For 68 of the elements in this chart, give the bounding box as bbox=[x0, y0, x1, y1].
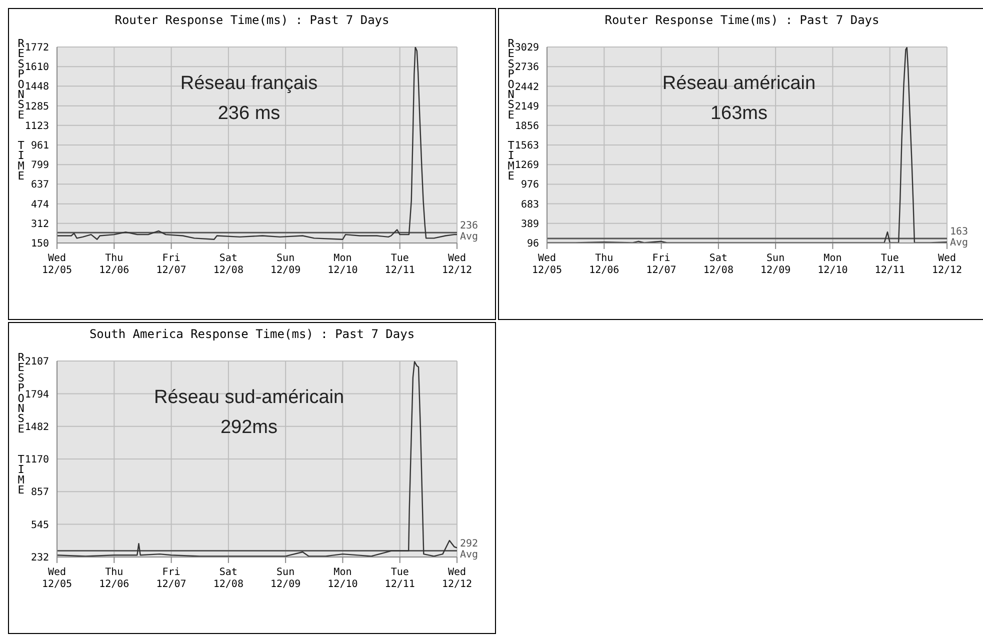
x-tick-label: Tue 12/11 bbox=[874, 253, 905, 276]
x-tick-label: Tue 12/11 bbox=[384, 253, 415, 276]
chart-title: Router Response Time(ms) : Past 7 Days bbox=[114, 13, 390, 27]
y-tick-label: 961 bbox=[30, 140, 49, 152]
ref-line-label: 236 Avg bbox=[460, 220, 478, 243]
ref-line-label: 163 Avg bbox=[950, 226, 968, 249]
y-tick-label: 1856 bbox=[514, 120, 539, 132]
chart-title: South America Response Time(ms) : Past 7 Days bbox=[88, 327, 416, 341]
annotation: 236 ms bbox=[216, 102, 282, 126]
x-tick-label: Thu 12/06 bbox=[99, 253, 130, 276]
x-tick-label: Sat 12/08 bbox=[213, 253, 244, 276]
x-tick-label: Sun 12/09 bbox=[760, 253, 791, 276]
y-tick-label: 637 bbox=[30, 180, 49, 191]
y-tick-label: 1610 bbox=[24, 62, 49, 74]
x-tick-label: Wed 12/12 bbox=[442, 253, 472, 276]
y-tick-label: 389 bbox=[520, 218, 539, 230]
x-tick-label: Wed 12/12 bbox=[442, 567, 472, 590]
x-tick-label: Tue 12/11 bbox=[384, 567, 415, 590]
y-tick-label: 474 bbox=[30, 199, 49, 210]
ref-line-label: 292 Avg bbox=[460, 538, 478, 561]
y-tick-label: 150 bbox=[30, 238, 49, 250]
y-tick-label: 799 bbox=[30, 160, 49, 172]
y-tick-label: 1794 bbox=[24, 389, 49, 400]
y-tick-label: 1448 bbox=[24, 82, 49, 93]
y-tick-label: 1123 bbox=[24, 120, 49, 132]
x-tick-label: Fri 12/07 bbox=[156, 567, 186, 590]
x-tick-label: Wed 12/05 bbox=[42, 253, 72, 276]
annotation: 292ms bbox=[219, 416, 279, 440]
annotation: Réseau américain bbox=[661, 72, 817, 96]
x-tick-label: Mon 12/10 bbox=[328, 253, 358, 276]
annotation: Réseau français bbox=[179, 72, 319, 96]
y-tick-label: 683 bbox=[520, 199, 539, 210]
y-tick-label: 1772 bbox=[24, 42, 49, 54]
x-tick-label: Fri 12/07 bbox=[156, 253, 186, 276]
x-tick-label: Thu 12/06 bbox=[589, 253, 620, 276]
y-tick-label: 857 bbox=[30, 487, 49, 498]
x-tick-label: Mon 12/10 bbox=[328, 567, 358, 590]
y-tick-label: 2736 bbox=[514, 62, 539, 74]
y-tick-label: 1170 bbox=[24, 454, 49, 466]
y-tick-label: 545 bbox=[30, 520, 49, 531]
x-tick-label: Fri 12/07 bbox=[646, 253, 676, 276]
text: RESPONSE TIME bbox=[18, 37, 24, 183]
y-tick-label: 1285 bbox=[24, 101, 49, 112]
y-tick-label: 2149 bbox=[514, 101, 539, 112]
x-tick-label: Wed 12/05 bbox=[532, 253, 562, 276]
x-tick-label: Wed 12/12 bbox=[932, 253, 962, 276]
x-tick-label: Thu 12/06 bbox=[99, 567, 130, 590]
x-tick-label: Mon 12/10 bbox=[818, 253, 848, 276]
y-tick-label: 312 bbox=[30, 218, 49, 230]
chart-title: Router Response Time(ms) : Past 7 Days bbox=[604, 13, 880, 27]
y-tick-label: 96 bbox=[526, 238, 539, 250]
text: RESPONSE TIME bbox=[508, 37, 514, 183]
x-tick-label: Sat 12/08 bbox=[213, 567, 244, 590]
x-tick-label: Sun 12/09 bbox=[270, 567, 301, 590]
y-tick-label: 2107 bbox=[24, 356, 49, 368]
y-tick-label: 1269 bbox=[514, 160, 539, 172]
x-tick-label: Sun 12/09 bbox=[270, 253, 301, 276]
y-tick-label: 976 bbox=[520, 180, 539, 191]
x-tick-label: Sat 12/08 bbox=[703, 253, 734, 276]
y-tick-label: 2442 bbox=[514, 82, 539, 93]
y-tick-label: 1563 bbox=[514, 140, 539, 152]
y-tick-label: 1482 bbox=[24, 422, 49, 433]
text: RESPONSE TIME bbox=[18, 351, 24, 497]
y-tick-label: 3029 bbox=[514, 42, 539, 54]
x-tick-label: Wed 12/05 bbox=[42, 567, 72, 590]
annotation: Réseau sud-américain bbox=[152, 386, 346, 410]
annotation: 163ms bbox=[709, 102, 769, 126]
y-tick-label: 232 bbox=[30, 552, 49, 564]
